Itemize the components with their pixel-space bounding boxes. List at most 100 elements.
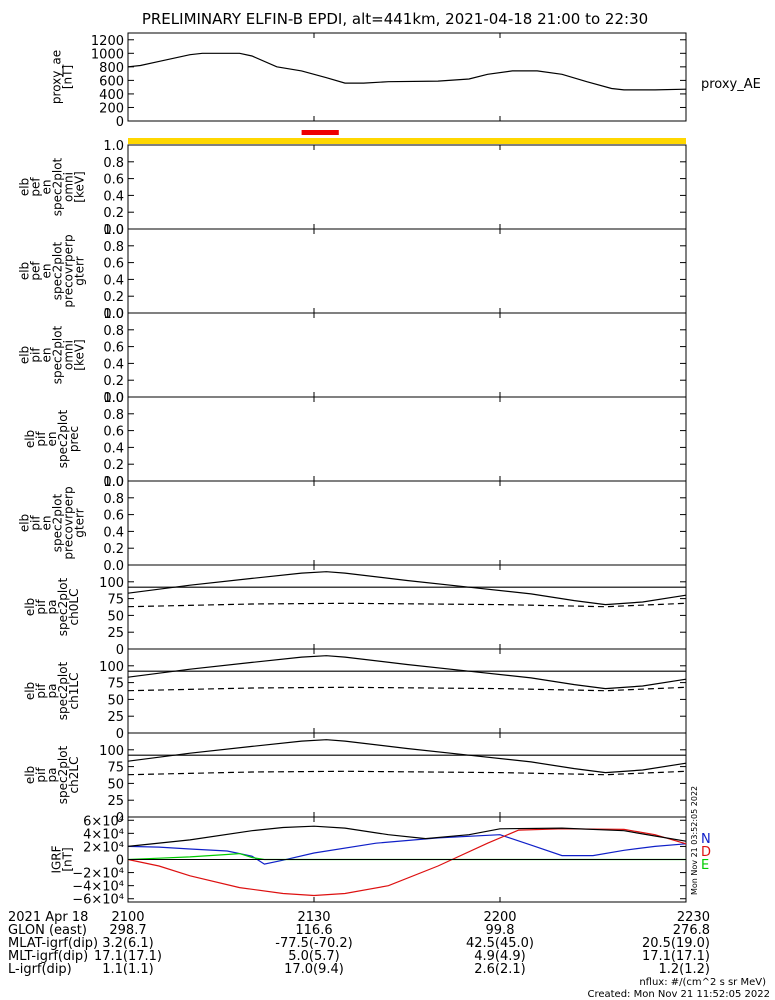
y-tick-label: 75 xyxy=(107,761,124,776)
y-axis-label: spec2plot xyxy=(56,661,70,720)
y-tick-label: 800 xyxy=(99,61,124,76)
panel-data_coverage xyxy=(128,130,686,144)
y-axis-label: ch1LC xyxy=(67,673,81,710)
y-tick-label: 0.2 xyxy=(103,206,124,221)
y-axis-label: elb xyxy=(18,514,32,532)
y-tick-label: 1200 xyxy=(91,34,124,49)
y-tick-label: 0.8 xyxy=(103,240,124,255)
series-line xyxy=(127,686,687,692)
y-tick-label: 0.6 xyxy=(103,257,124,272)
series-line-D xyxy=(127,828,687,897)
series-line-proxy_AE xyxy=(127,52,687,91)
series-line-B xyxy=(127,825,687,847)
y-axis-label: en xyxy=(40,180,54,195)
y-axis-label: elb xyxy=(18,178,32,196)
y-axis-label: pif xyxy=(29,515,43,531)
ephemeris-row-label: GLON (east) xyxy=(8,923,87,938)
y-axis-label: pa xyxy=(45,600,59,615)
y-tick-label: 1.0 xyxy=(103,223,124,238)
series-line xyxy=(127,571,687,606)
legend-proxy-ae: proxy_AE xyxy=(701,77,761,92)
y-tick-label: 6×10⁴ xyxy=(83,814,124,829)
y-tick-label: 0.0 xyxy=(103,559,124,574)
panel-igrf: 6×10⁴4×10⁴2×10⁴0−2×10⁴−4×10⁴−6×10⁴IGRF[n… xyxy=(50,814,712,907)
y-tick-label: 100 xyxy=(99,576,124,591)
y-tick-label: 0.2 xyxy=(103,374,124,389)
y-tick-label: 50 xyxy=(107,777,124,792)
y-tick-label: 0.0 xyxy=(103,223,124,238)
y-tick-label: 100 xyxy=(99,744,124,759)
y-axis-label: pif xyxy=(34,431,48,447)
ephemeris-value: 298.7 xyxy=(109,923,146,938)
y-tick-label: 0.4 xyxy=(103,357,124,372)
y-tick-label: 0.4 xyxy=(103,441,124,456)
y-tick-label: 0.2 xyxy=(103,290,124,305)
ephemeris-value: 17.1(17.1) xyxy=(642,949,710,964)
y-tick-label: 75 xyxy=(107,593,124,608)
y-axis-label: ch2LC xyxy=(67,757,81,794)
science-zone-bar xyxy=(128,138,686,144)
y-axis-label: en xyxy=(40,348,54,363)
ephemeris-value: 1.2(1.2) xyxy=(659,962,711,977)
y-axis-label: spec2plot xyxy=(56,577,70,636)
ephemeris-value: 17.1(17.1) xyxy=(94,949,162,964)
legend-N: N xyxy=(701,832,711,847)
y-axis-label: spec2plot xyxy=(56,409,70,468)
y-axis-label: [nT] xyxy=(61,847,75,871)
y-axis-label: omni xyxy=(62,172,76,202)
y-tick-label: 1.0 xyxy=(103,391,124,406)
collection-interval-bar xyxy=(301,130,339,135)
y-axis-label: spec2plot xyxy=(51,493,65,552)
y-axis-label: pa xyxy=(45,684,59,699)
y-axis-label: elb xyxy=(23,766,37,784)
y-tick-label: 0.8 xyxy=(103,408,124,423)
y-axis-label: elb xyxy=(18,346,32,364)
panel-frame xyxy=(127,480,687,566)
y-tick-label: 1.0 xyxy=(103,307,124,322)
y-tick-label: 2×10⁴ xyxy=(83,840,124,855)
y-tick-label: 0.0 xyxy=(103,391,124,406)
y-tick-label: 0.8 xyxy=(103,324,124,339)
y-axis-label: pa xyxy=(45,768,59,783)
y-tick-label: −6×10⁴ xyxy=(72,893,124,908)
y-axis-label: gterr xyxy=(73,508,87,537)
y-axis-label: precovrperp xyxy=(62,234,76,307)
y-axis-label: IGRF xyxy=(50,845,64,873)
ephemeris-value: 4.9(4.9) xyxy=(474,949,526,964)
y-axis-label: precovrperp xyxy=(62,486,76,559)
ephemeris-value: 2200 xyxy=(483,910,516,925)
y-tick-label: 200 xyxy=(99,101,124,116)
y-tick-label: 0 xyxy=(116,115,124,130)
series-line xyxy=(127,739,687,774)
y-tick-label: 0.4 xyxy=(103,525,124,540)
y-axis-label: spec2plot xyxy=(51,241,65,300)
ephemeris-value: 116.6 xyxy=(295,923,332,938)
y-axis-label: spec2plot xyxy=(56,745,70,804)
y-tick-label: 1.0 xyxy=(103,139,124,154)
plot-title: PRELIMINARY ELFIN-B EPDI, alt=441km, 202… xyxy=(142,10,648,28)
panel-frame xyxy=(127,32,687,122)
panel-frame xyxy=(127,312,687,398)
ephemeris-value: 1.1(1.1) xyxy=(102,962,154,977)
y-tick-label: 100 xyxy=(99,660,124,675)
y-tick-label: 400 xyxy=(99,88,124,103)
y-tick-label: 0 xyxy=(116,643,124,658)
y-tick-label: 0.6 xyxy=(103,341,124,356)
ephemeris-value: -77.5(-70.2) xyxy=(275,936,352,951)
y-axis-label: spec2plot xyxy=(51,157,65,216)
y-tick-label: 0.8 xyxy=(103,156,124,171)
ephemeris-row-label: L-igrf(dip) xyxy=(8,962,72,977)
y-axis-label: [nT] xyxy=(61,65,75,89)
y-axis-label: spec2plot xyxy=(51,325,65,384)
y-axis-label: pif xyxy=(29,347,43,363)
y-tick-label: 600 xyxy=(99,74,124,89)
ephemeris-value: 5.0(5.7) xyxy=(288,949,340,964)
ephemeris-row-label: MLAT-igrf(dip) xyxy=(8,936,98,951)
y-tick-label: 4×10⁴ xyxy=(83,827,124,842)
panel-frame xyxy=(127,228,687,314)
y-tick-label: 0.6 xyxy=(103,173,124,188)
